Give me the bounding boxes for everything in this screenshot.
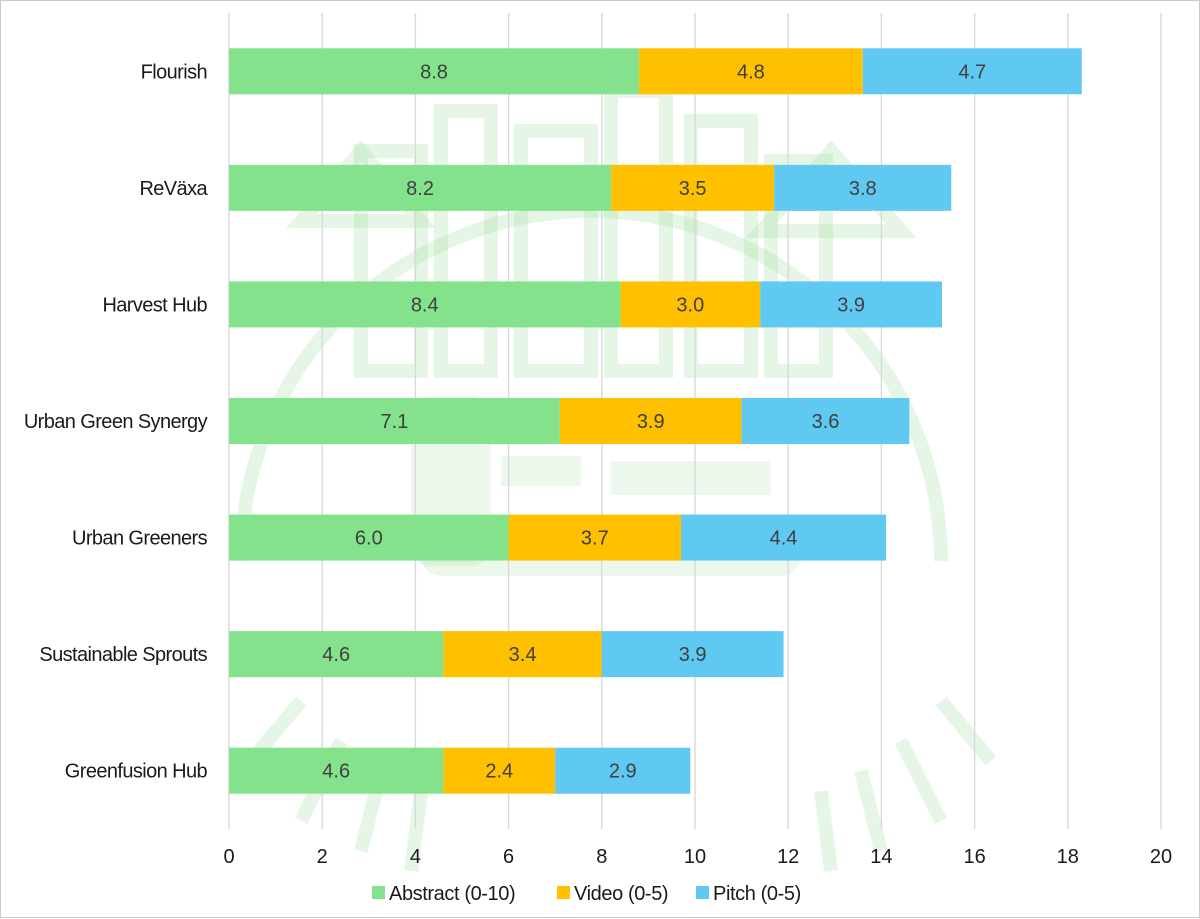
x-tick-label: 8 <box>596 846 607 868</box>
data-label: 3.7 <box>581 528 609 550</box>
legend-label: Video (0-5) <box>574 883 668 905</box>
x-tick-label: 12 <box>777 846 799 868</box>
data-label: 3.5 <box>679 178 707 200</box>
x-tick-label: 0 <box>223 846 234 868</box>
bar-video <box>443 747 556 794</box>
data-label: 3.9 <box>637 411 665 433</box>
data-label: 3.6 <box>812 411 840 433</box>
legend-item: Abstract (0-10) <box>372 883 516 905</box>
x-tick-label: 6 <box>503 846 514 868</box>
bar-pitch <box>555 747 691 794</box>
data-label: 4.4 <box>770 528 798 550</box>
data-label: 3.9 <box>837 294 865 316</box>
bar-video <box>559 398 742 444</box>
data-label: 4.7 <box>958 61 986 83</box>
legend-item: Pitch (0-5) <box>696 883 801 905</box>
bar-abstract <box>229 48 640 95</box>
data-label: 8.4 <box>411 294 439 316</box>
x-axis-tick-labels: 0 2 4 6 8 10 12 14 16 18 20 <box>223 846 1172 868</box>
bar-video <box>443 631 602 678</box>
data-label: 4.8 <box>737 61 765 83</box>
category-label: ReVäxa <box>139 178 208 200</box>
category-label: Harvest Hub <box>102 294 207 316</box>
data-label: 8.2 <box>406 178 434 200</box>
legend-swatch <box>557 886 570 899</box>
category-label: Urban Green Synergy <box>24 411 208 433</box>
data-label: 2.4 <box>485 761 513 783</box>
bar-pitch <box>741 398 910 444</box>
bar-pitch <box>862 48 1082 95</box>
category-label: Greenfusion Hub <box>65 761 208 783</box>
x-tick-label: 18 <box>1057 846 1079 868</box>
x-tick-label: 16 <box>963 846 985 868</box>
legend-label: Abstract (0-10) <box>389 883 515 905</box>
legend-swatch <box>372 886 385 899</box>
x-tick-label: 10 <box>684 846 706 868</box>
data-label: 6.0 <box>355 528 383 550</box>
bar-pitch <box>681 514 887 561</box>
bar-abstract <box>229 281 621 328</box>
bar-abstract <box>229 164 612 211</box>
bar-abstract <box>229 631 444 678</box>
legend: Abstract (0-10) Video (0-5) Pitch (0-5) <box>372 883 801 905</box>
data-label: 3.0 <box>676 294 704 316</box>
x-tick-label: 14 <box>870 846 892 868</box>
bar-video <box>639 48 863 95</box>
x-tick-label: 2 <box>317 846 328 868</box>
category-label: Flourish <box>141 61 207 83</box>
data-labels: 8.8 4.8 4.7 8.2 3.5 3.8 8.4 3.0 3.9 7.1 3.9 3.6 6.0 3… <box>322 61 986 782</box>
legend-swatch <box>696 886 709 899</box>
legend-item: Video (0-5) <box>557 883 669 905</box>
bar-pitch <box>601 631 784 678</box>
data-label: 3.9 <box>679 644 707 666</box>
category-labels: Flourish ReVäxa Harvest Hub Urban Green Syn… <box>24 61 209 782</box>
data-label: 3.8 <box>849 178 877 200</box>
category-label: Urban Greeners <box>72 528 208 550</box>
bars <box>229 48 1082 794</box>
data-label: 3.4 <box>509 644 537 666</box>
bar-pitch <box>760 281 942 328</box>
bar-pitch <box>774 164 952 211</box>
data-label: 8.8 <box>420 61 448 83</box>
legend-label: Pitch (0-5) <box>713 883 801 905</box>
bar-abstract <box>229 514 509 561</box>
x-tick-label: 4 <box>410 846 421 868</box>
bar-video <box>611 164 775 211</box>
bar-video <box>508 514 682 561</box>
x-tick-label: 20 <box>1150 846 1172 868</box>
bar-abstract <box>229 747 444 794</box>
category-label: Sustainable Sprouts <box>39 644 207 666</box>
bar-abstract <box>229 398 560 444</box>
data-label: 2.9 <box>609 761 637 783</box>
data-label: 4.6 <box>322 644 350 666</box>
data-label: 4.6 <box>322 761 350 783</box>
bar-video <box>620 281 761 328</box>
data-label: 7.1 <box>381 411 409 433</box>
